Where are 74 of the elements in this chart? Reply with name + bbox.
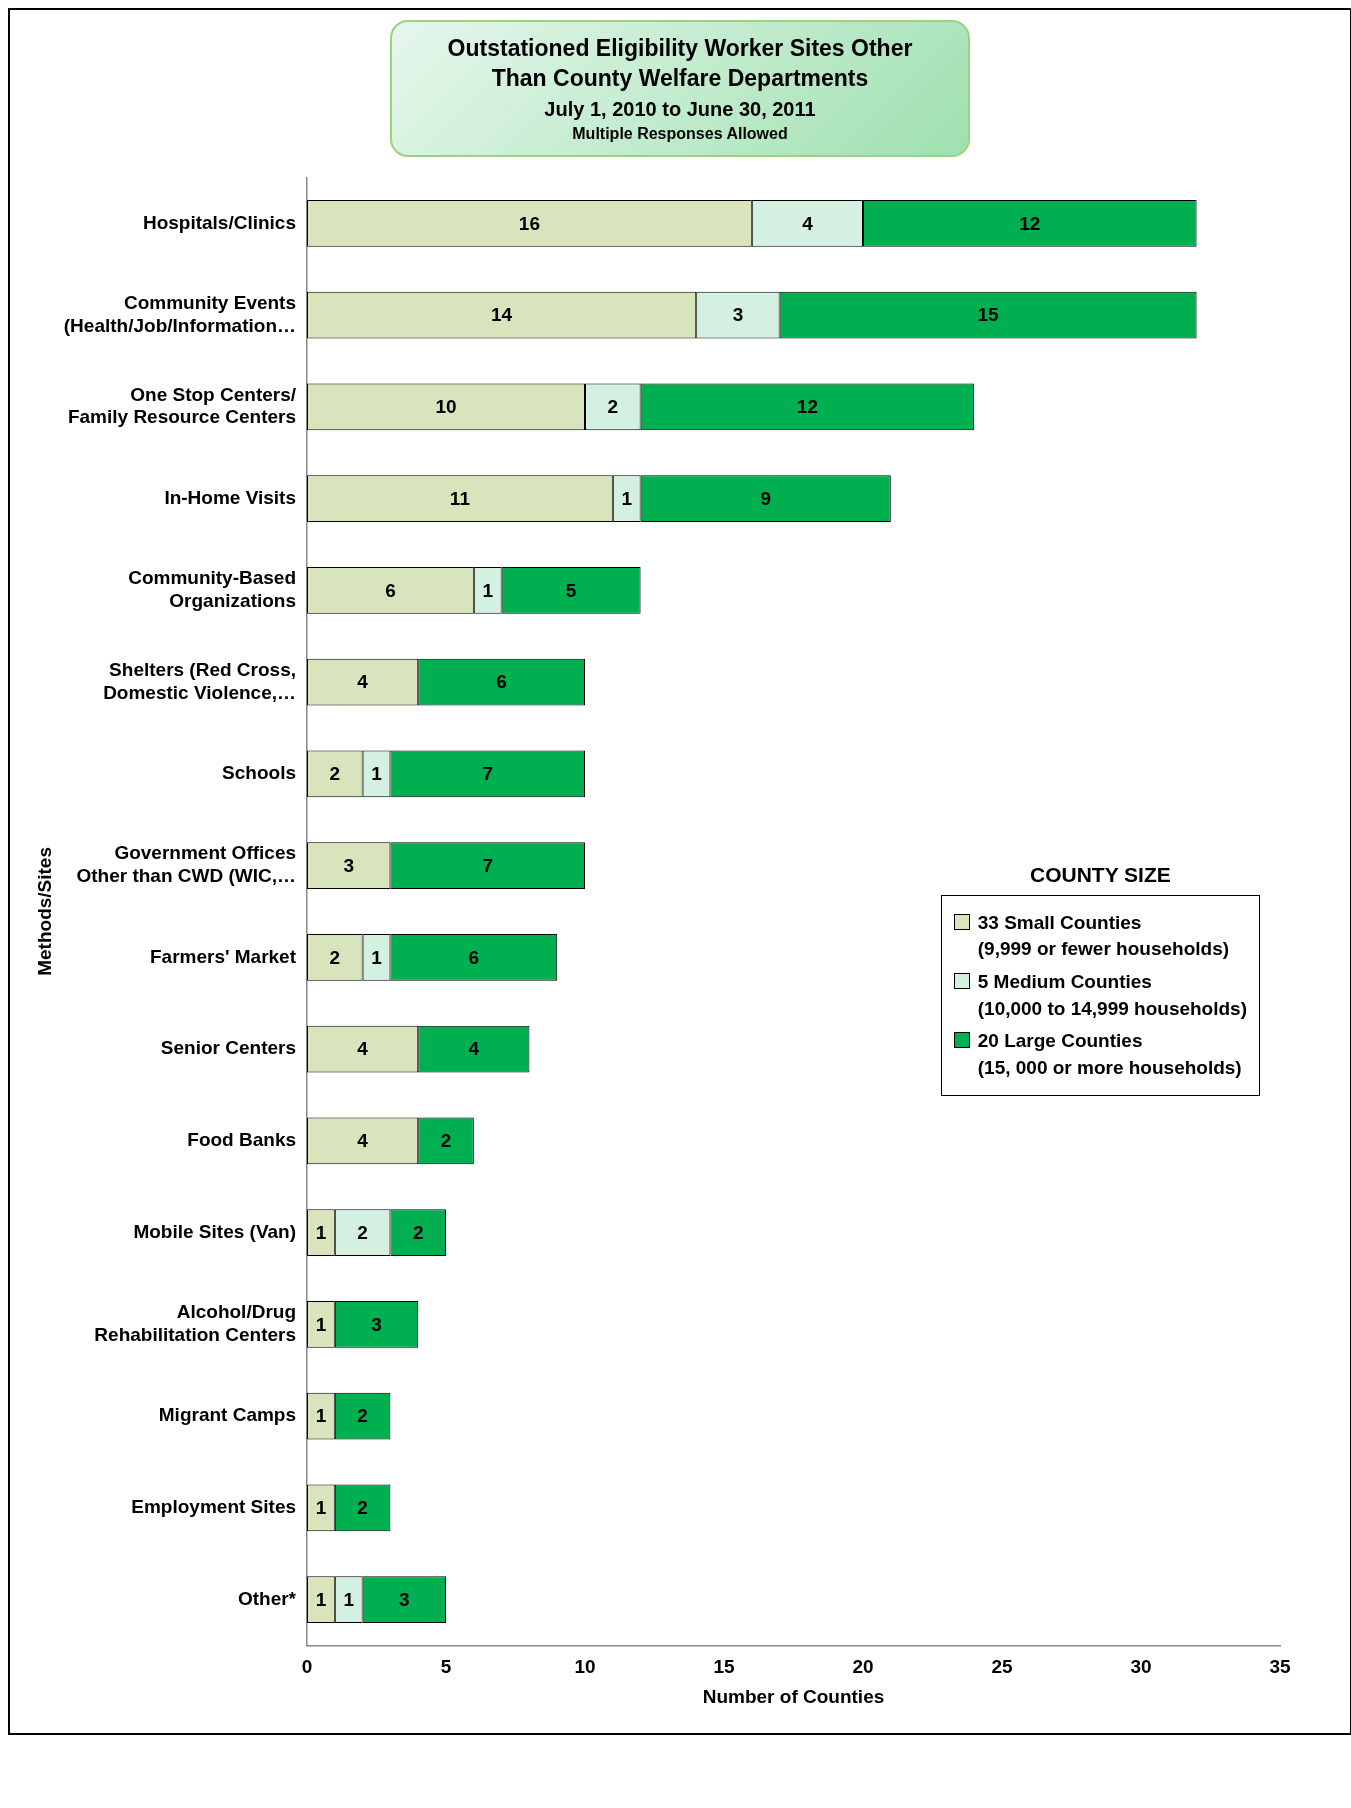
y-tick-label: Community Events (Health/Job/Information… — [63, 291, 297, 336]
data-label: 15 — [977, 304, 1000, 326]
x-axis-title: Number of Counties — [702, 1685, 885, 1707]
data-label: 6 — [385, 579, 396, 601]
data-label: 1 — [315, 1313, 327, 1335]
data-label: 12 — [796, 395, 818, 417]
legend-title: COUNTY SIZE — [1028, 862, 1172, 887]
chart-subtitle: July 1, 2010 to June 30, 2011 — [543, 97, 817, 121]
data-label: 9 — [760, 487, 771, 509]
data-label: 4 — [468, 1038, 480, 1060]
data-label: 7 — [482, 854, 494, 876]
data-label: 4 — [357, 1038, 369, 1060]
y-tick-label: Community-Based Organizations — [128, 566, 297, 611]
data-label: 1 — [621, 487, 633, 509]
x-tick-label: 35 — [1269, 1655, 1291, 1677]
data-label: 14 — [491, 304, 513, 326]
y-tick-label: Other* — [237, 1587, 297, 1609]
x-tick-label: 0 — [301, 1655, 313, 1677]
data-label: 3 — [343, 854, 355, 876]
data-label: 4 — [357, 671, 369, 693]
data-label: 3 — [732, 304, 744, 326]
x-tick-label: 10 — [574, 1655, 596, 1677]
y-tick-label: Schools — [222, 761, 297, 783]
data-label: 6 — [468, 946, 480, 968]
data-label: 4 — [802, 212, 814, 234]
legend-label: 20 Large Counties (15, 000 or more households) — [977, 1029, 1242, 1080]
data-label: 11 — [449, 487, 471, 509]
data-label: 1 — [371, 762, 383, 784]
data-label: 2 — [329, 946, 341, 968]
legend-label: 5 Medium Counties (10,000 to 14,999 households) — [977, 969, 1247, 1021]
y-tick-label: Alcohol/Drug Rehabilitation Centers — [94, 1300, 297, 1345]
data-label: 5 — [565, 579, 577, 601]
data-label: 2 — [607, 395, 619, 417]
y-tick-label: Shelters (Red Cross, Domestic Violence,… — [103, 658, 297, 703]
y-axis-title: Methods/Sites — [33, 846, 55, 976]
x-tick-label: 5 — [440, 1655, 452, 1677]
data-label: 3 — [399, 1588, 410, 1610]
data-label: 1 — [343, 1588, 355, 1610]
y-tick-label: Food Banks — [187, 1128, 297, 1150]
y-tick-label: Employment Sites — [131, 1495, 297, 1517]
data-label: 16 — [518, 212, 540, 234]
y-tick-label: Senior Centers — [160, 1037, 297, 1059]
x-tick-label: 25 — [991, 1655, 1013, 1677]
data-label: 2 — [357, 1405, 368, 1427]
legend-label: 33 Small Counties (9,999 or fewer households) — [977, 910, 1230, 962]
data-label: 2 — [329, 762, 341, 784]
data-label: 1 — [315, 1221, 327, 1243]
y-tick-label: Migrant Camps — [158, 1404, 297, 1426]
chart-title: Outstationed Eligibility Worker Sites Other Than County Welfare Departments — [446, 34, 914, 93]
y-tick-label: One Stop Centers/ Family Resource Centers — [67, 383, 297, 428]
data-label: 3 — [371, 1313, 382, 1335]
x-tick-label: 20 — [852, 1655, 874, 1677]
text: Multiple Responses Allowed — [571, 124, 789, 143]
y-tick-label: Mobile Sites (Van) — [133, 1220, 297, 1242]
y-tick-label: Farmers' Market — [149, 945, 297, 967]
data-label: 2 — [440, 1129, 452, 1151]
data-label: 12 — [1019, 212, 1041, 234]
x-tick-label: 30 — [1130, 1655, 1152, 1677]
data-label: 4 — [357, 1129, 369, 1151]
y-tick-label: In-Home Visits — [164, 486, 297, 508]
data-label: 1 — [315, 1496, 327, 1518]
data-label: 1 — [482, 579, 494, 601]
y-tick-label: Government Offices Other than CWD (WIC,… — [76, 842, 297, 886]
data-label: 2 — [357, 1221, 368, 1243]
data-label: 1 — [371, 946, 383, 968]
data-label: 1 — [315, 1405, 327, 1427]
data-label: 2 — [412, 1221, 424, 1243]
y-tick-label: Hospitals/Clinics — [142, 211, 297, 233]
data-label: 6 — [496, 671, 507, 693]
data-label: 2 — [357, 1496, 368, 1518]
x-tick-label: 15 — [713, 1655, 736, 1677]
data-label: 1 — [315, 1588, 327, 1610]
data-label: 10 — [435, 395, 457, 417]
data-label: 7 — [482, 762, 494, 784]
